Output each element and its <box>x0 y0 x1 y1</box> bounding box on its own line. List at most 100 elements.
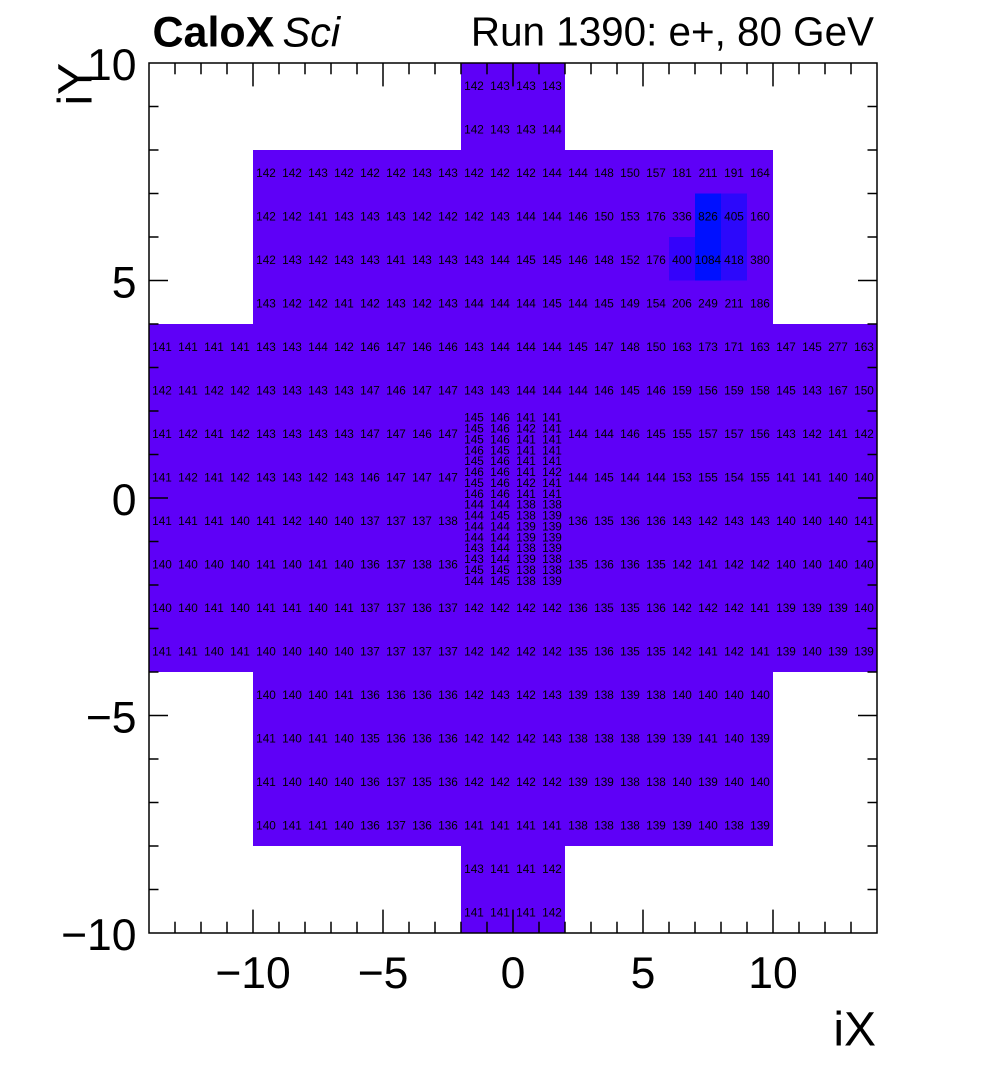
svg-text:144: 144 <box>464 574 484 588</box>
svg-text:139: 139 <box>568 775 588 789</box>
svg-text:142: 142 <box>490 601 510 615</box>
svg-text:137: 137 <box>360 601 380 615</box>
svg-text:142: 142 <box>724 601 744 615</box>
svg-text:141: 141 <box>308 210 328 224</box>
svg-text:138: 138 <box>516 509 536 523</box>
svg-text:135: 135 <box>620 645 640 659</box>
svg-text:142: 142 <box>724 645 744 659</box>
svg-text:146: 146 <box>620 427 640 441</box>
svg-text:142: 142 <box>256 253 276 267</box>
svg-text:142: 142 <box>464 123 484 137</box>
svg-text:249: 249 <box>698 297 718 311</box>
svg-text:142: 142 <box>542 465 562 479</box>
svg-text:142: 142 <box>334 340 354 354</box>
svg-text:143: 143 <box>776 427 796 441</box>
svg-text:135: 135 <box>568 558 588 572</box>
svg-text:146: 146 <box>360 340 380 354</box>
svg-text:142: 142 <box>256 166 276 180</box>
svg-text:136: 136 <box>438 558 458 572</box>
svg-text:206: 206 <box>672 297 692 311</box>
svg-text:143: 143 <box>750 514 770 528</box>
svg-text:145: 145 <box>464 433 484 447</box>
svg-text:142: 142 <box>204 384 224 398</box>
svg-text:140: 140 <box>282 732 302 746</box>
svg-text:137: 137 <box>438 601 458 615</box>
svg-text:155: 155 <box>750 471 770 485</box>
svg-text:142: 142 <box>672 558 692 572</box>
svg-text:140: 140 <box>334 514 354 528</box>
svg-text:142: 142 <box>282 166 302 180</box>
svg-text:141: 141 <box>178 340 198 354</box>
svg-text:138: 138 <box>620 819 640 833</box>
svg-text:145: 145 <box>464 476 484 490</box>
svg-text:143: 143 <box>542 79 562 93</box>
svg-text:141: 141 <box>230 340 250 354</box>
svg-text:141: 141 <box>516 862 536 876</box>
svg-text:−5: −5 <box>358 949 409 998</box>
svg-text:135: 135 <box>620 601 640 615</box>
svg-text:142: 142 <box>230 384 250 398</box>
svg-text:142: 142 <box>542 906 562 920</box>
svg-text:211: 211 <box>699 166 718 180</box>
svg-text:139: 139 <box>516 530 536 544</box>
svg-text:142: 142 <box>464 79 484 93</box>
svg-text:142: 142 <box>802 427 822 441</box>
svg-text:140: 140 <box>256 645 276 659</box>
svg-text:136: 136 <box>568 601 588 615</box>
svg-text:143: 143 <box>464 384 484 398</box>
svg-text:140: 140 <box>334 645 354 659</box>
svg-text:141: 141 <box>542 422 562 436</box>
svg-text:139: 139 <box>542 520 562 534</box>
svg-text:146: 146 <box>490 422 510 436</box>
svg-text:141: 141 <box>334 601 354 615</box>
svg-text:140: 140 <box>178 601 198 615</box>
svg-text:141: 141 <box>204 340 224 354</box>
svg-text:139: 139 <box>594 775 614 789</box>
svg-text:140: 140 <box>698 819 718 833</box>
svg-text:145: 145 <box>464 422 484 436</box>
svg-text:140: 140 <box>178 558 198 572</box>
svg-text:143: 143 <box>516 79 536 93</box>
svg-text:140: 140 <box>854 601 874 615</box>
svg-text:147: 147 <box>386 471 406 485</box>
svg-text:141: 141 <box>204 471 224 485</box>
svg-text:147: 147 <box>360 427 380 441</box>
svg-text:157: 157 <box>698 427 718 441</box>
svg-text:144: 144 <box>516 384 536 398</box>
svg-text:147: 147 <box>438 384 458 398</box>
svg-text:143: 143 <box>724 514 744 528</box>
svg-text:144: 144 <box>568 384 588 398</box>
svg-text:140: 140 <box>204 645 224 659</box>
svg-text:140: 140 <box>282 645 302 659</box>
svg-text:141: 141 <box>542 433 562 447</box>
svg-text:142: 142 <box>412 297 432 311</box>
svg-text:163: 163 <box>672 340 692 354</box>
svg-text:277: 277 <box>828 340 848 354</box>
svg-text:138: 138 <box>568 819 588 833</box>
svg-text:142: 142 <box>282 514 302 528</box>
svg-text:147: 147 <box>594 340 614 354</box>
svg-text:140: 140 <box>308 514 328 528</box>
svg-text:141: 141 <box>542 443 562 457</box>
svg-text:136: 136 <box>568 514 588 528</box>
svg-text:141: 141 <box>230 645 250 659</box>
svg-text:144: 144 <box>490 297 510 311</box>
svg-text:144: 144 <box>620 471 640 485</box>
svg-text:145: 145 <box>620 384 640 398</box>
svg-text:136: 136 <box>360 558 380 572</box>
svg-text:143: 143 <box>464 253 484 267</box>
svg-text:147: 147 <box>776 340 796 354</box>
svg-text:139: 139 <box>776 601 796 615</box>
svg-text:−10: −10 <box>61 911 137 960</box>
svg-text:145: 145 <box>776 384 796 398</box>
svg-text:135: 135 <box>594 601 614 615</box>
svg-text:141: 141 <box>334 688 354 702</box>
svg-text:144: 144 <box>568 166 588 180</box>
svg-text:140: 140 <box>282 688 302 702</box>
svg-text:143: 143 <box>282 253 302 267</box>
svg-text:144: 144 <box>516 340 536 354</box>
svg-text:138: 138 <box>620 775 640 789</box>
svg-text:5: 5 <box>112 259 137 308</box>
svg-text:141: 141 <box>516 443 536 457</box>
svg-text:138: 138 <box>542 498 562 512</box>
